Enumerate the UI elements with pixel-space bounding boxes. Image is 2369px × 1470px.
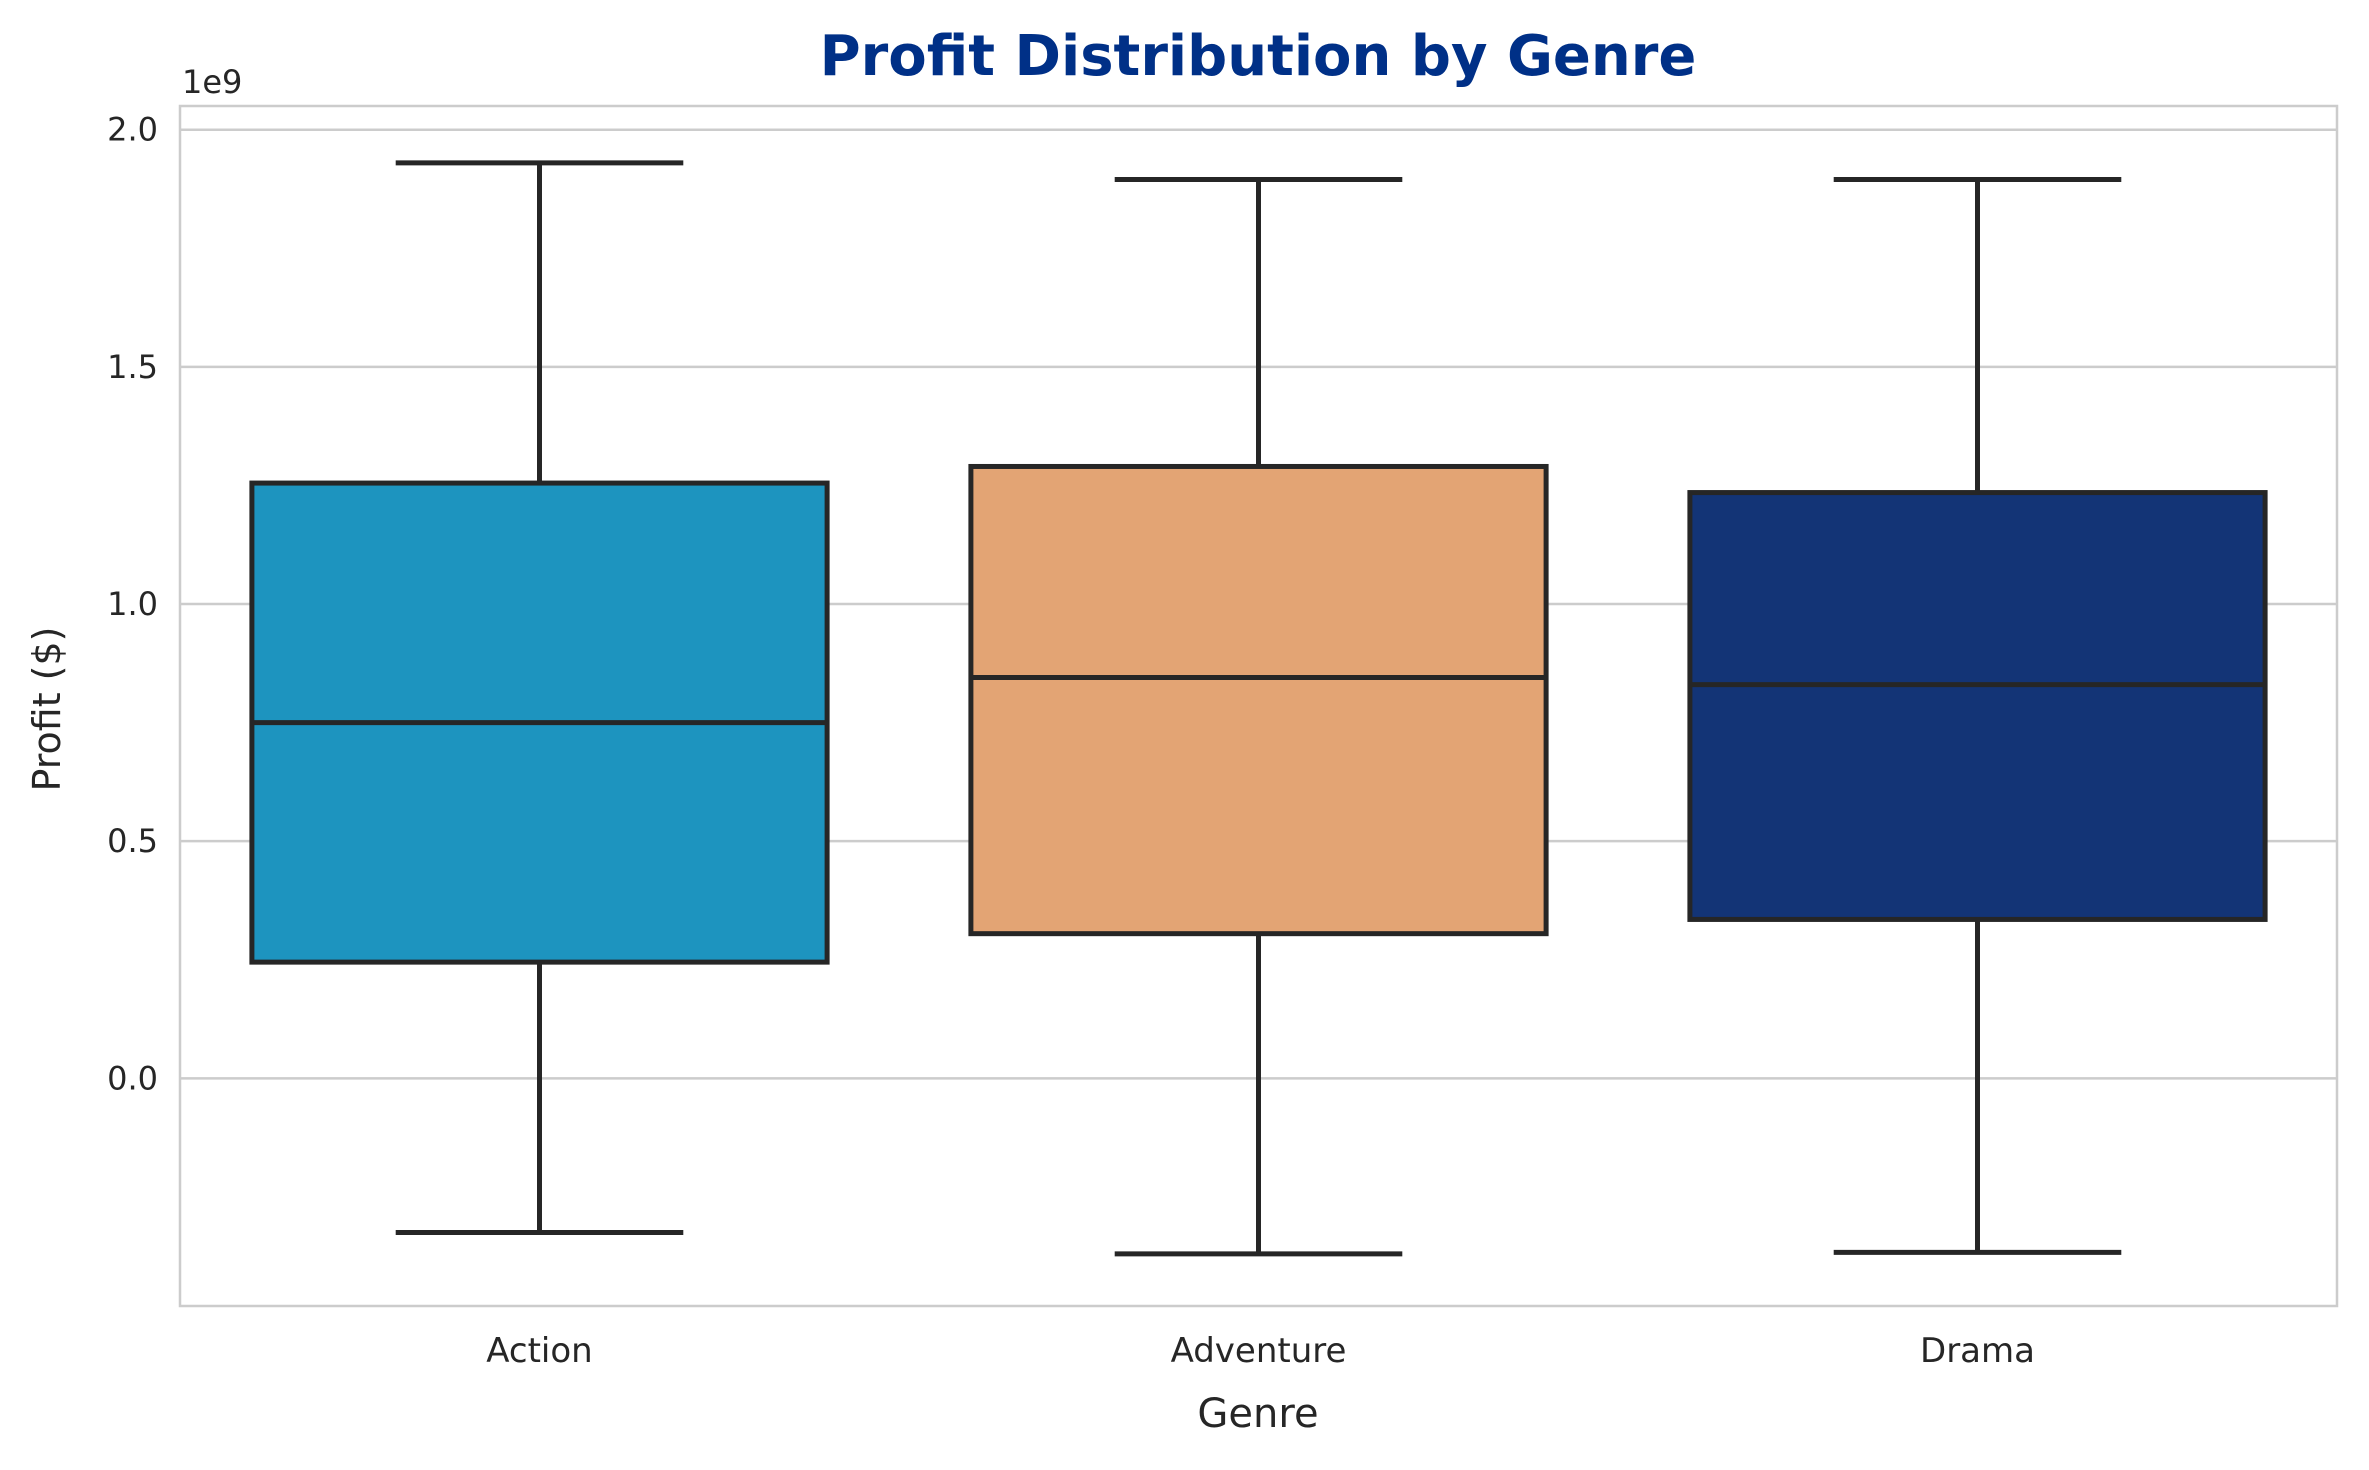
y-tick-label: 0.5 [107,822,158,860]
y-scale-label: 1e9 [182,63,242,101]
boxes [249,160,2268,1257]
x-tick-label: Drama [1920,1331,2035,1371]
y-tick-label: 1.5 [107,348,158,386]
y-axis-label: Profit ($) [25,626,69,791]
box-drama [1687,177,2268,1255]
x-axis-label: Genre [1197,1391,1318,1437]
chart-title: Profit Distribution by Genre [820,24,1697,89]
box-action [249,160,830,1235]
y-tick-label: 0.0 [107,1059,158,1097]
x-tick-label: Adventure [1171,1331,1347,1371]
tick-labels: 0.0 0.5 1.0 1.5 2.0 Action Adventure Drama [107,111,2035,1371]
x-tick-label: Action [486,1331,592,1371]
y-tick-label: 1.0 [107,585,158,623]
y-tick-label: 2.0 [107,111,158,149]
iqr-box [968,463,1549,937]
iqr-box [1687,490,2268,922]
plot-frame [178,104,2339,1308]
box-adventure [968,177,1549,1257]
